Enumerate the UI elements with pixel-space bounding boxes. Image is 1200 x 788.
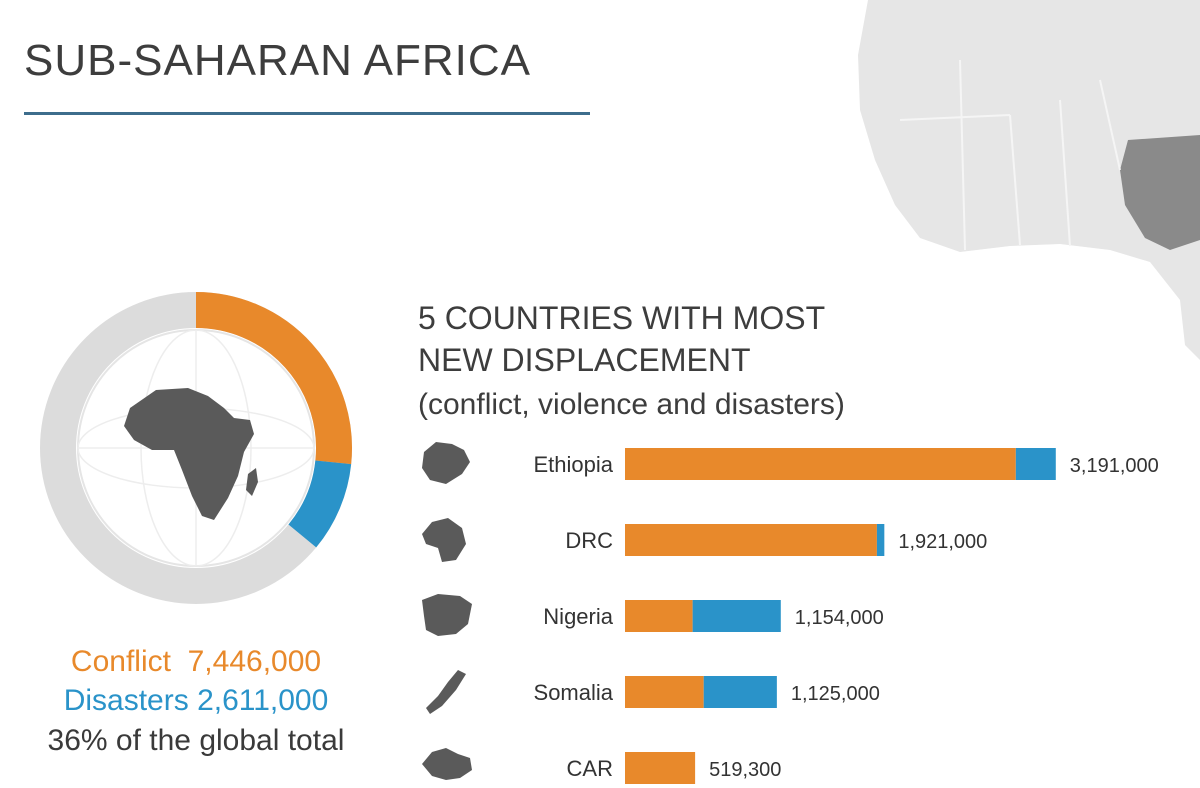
disasters-value: 2,611,000 xyxy=(197,684,329,717)
africa-continent-icon xyxy=(124,388,254,520)
map-borders xyxy=(899,59,1121,251)
chart-heading-line-1: 5 COUNTRIES WITH MOST xyxy=(418,300,826,336)
chart-heading-line-3: (conflict, violence and disasters) xyxy=(418,388,845,421)
disasters-label: Disasters xyxy=(63,684,189,717)
bar-category-label: CAR xyxy=(567,756,613,781)
bar-value-label: 1,154,000 xyxy=(795,607,884,629)
bar-value-label: 1,125,000 xyxy=(791,683,880,705)
chart-heading-line-2: NEW DISPLACEMENT xyxy=(418,342,751,378)
donut-conflict-segment xyxy=(195,292,352,465)
bar-segment-conflict xyxy=(625,752,696,784)
bar-segment-disasters xyxy=(692,600,781,632)
global-share-text: 36% of the global total xyxy=(47,724,345,757)
displacement-donut-chart xyxy=(40,292,352,604)
conflict-total: Conflict 7,446,000 xyxy=(0,645,392,679)
top-countries-bar-chart: Ethiopia 3,191,000 DRC 1,921,000 Nigeria 1,15… xyxy=(422,442,1159,784)
country-silhouette-icon xyxy=(426,670,466,714)
country-silhouette-icon xyxy=(422,442,470,484)
bar-segment-disasters xyxy=(1015,448,1056,480)
bar-category-label: DRC xyxy=(565,528,613,553)
country-silhouette-icon xyxy=(422,748,472,780)
bar-category-label: Ethiopia xyxy=(533,452,613,477)
bar-value-label: 519,300 xyxy=(709,759,781,781)
country-silhouette-icon xyxy=(422,594,472,636)
madagascar-icon xyxy=(246,468,258,496)
bar-category-label: Somalia xyxy=(534,680,614,705)
bar-segment-conflict xyxy=(625,600,693,632)
conflict-label: Conflict xyxy=(70,645,171,678)
conflict-value: 7,446,000 xyxy=(187,645,322,678)
donut-disasters-segment xyxy=(288,459,352,548)
page-title: SUB-SAHARAN AFRICA xyxy=(24,36,531,85)
disasters-total: Disasters 2,611,000 xyxy=(0,684,392,718)
nigeria-map-shape xyxy=(1120,135,1200,250)
title-underline xyxy=(24,112,590,115)
bar-segment-disasters xyxy=(876,524,885,556)
bar-segment-disasters xyxy=(703,676,777,708)
bar-segment-conflict xyxy=(625,524,877,556)
bar-segment-conflict xyxy=(625,448,1016,480)
bar-segment-conflict xyxy=(625,676,704,708)
bar-value-label: 1,921,000 xyxy=(898,531,987,553)
bar-value-label: 3,191,000 xyxy=(1070,455,1159,477)
country-silhouette-icon xyxy=(422,518,466,562)
west-africa-map-shape xyxy=(858,0,1200,360)
bar-category-label: Nigeria xyxy=(543,604,613,629)
